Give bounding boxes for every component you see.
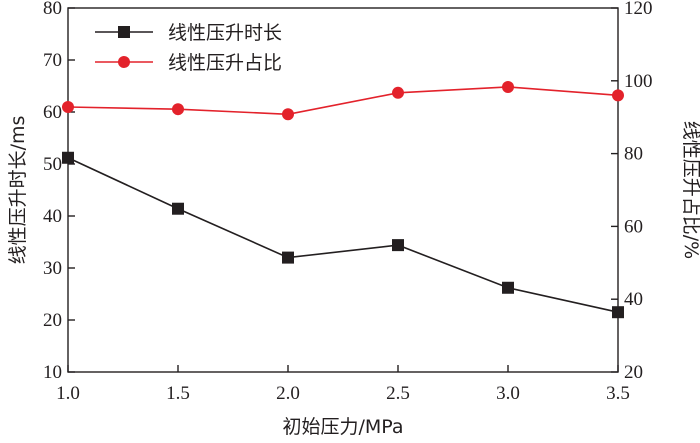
square-data-point bbox=[172, 202, 184, 215]
x-axis: 1.0 1.5 2.0 2.5 3.0 3.5 bbox=[56, 365, 630, 404]
left-y-tick-label: 20 bbox=[43, 310, 62, 331]
circle-data-point bbox=[282, 108, 294, 121]
legend-label: 线性压升占比 bbox=[168, 52, 282, 74]
plot-frame bbox=[67, 7, 619, 373]
x-tick-label: 3.0 bbox=[496, 383, 520, 404]
left-y-tick-label: 60 bbox=[43, 102, 62, 123]
square-data-point bbox=[392, 239, 404, 252]
square-data-point bbox=[62, 151, 74, 164]
square-data-point bbox=[282, 251, 294, 264]
series-1-line bbox=[67, 157, 619, 313]
legend-item-1: 线性压升时长 bbox=[95, 22, 282, 44]
square-data-point bbox=[612, 306, 624, 319]
left-y-axis: 10 20 30 40 50 60 70 80 bbox=[43, 0, 75, 383]
series-1 bbox=[62, 151, 624, 319]
left-y-tick-label: 30 bbox=[43, 258, 62, 279]
left-y-tick-label: 80 bbox=[43, 0, 62, 19]
circle-data-point bbox=[62, 101, 74, 114]
x-axis-title: 初始压力/MPa bbox=[282, 416, 403, 438]
x-tick-label: 1.5 bbox=[166, 383, 190, 404]
left-y-axis-title: 线性压升时长/ms bbox=[7, 116, 29, 265]
right-y-tick-label: 100 bbox=[624, 71, 653, 92]
x-tick-label: 2.0 bbox=[276, 383, 300, 404]
right-y-tick-label: 120 bbox=[624, 0, 653, 19]
plot-border bbox=[67, 7, 619, 373]
right-y-tick-label: 40 bbox=[624, 289, 643, 310]
circle-data-point bbox=[612, 89, 624, 102]
square-data-point bbox=[502, 281, 514, 294]
right-y-axis: 20 40 60 80 100 120 bbox=[611, 0, 653, 383]
x-tick-label: 1.0 bbox=[56, 383, 80, 404]
right-y-tick-label: 60 bbox=[624, 216, 643, 237]
left-y-tick-label: 40 bbox=[43, 206, 62, 227]
series-layer bbox=[62, 80, 624, 319]
circle-data-point bbox=[392, 86, 404, 99]
legend-square-marker bbox=[118, 26, 130, 38]
legend-item-2: 线性压升占比 bbox=[95, 52, 282, 74]
legend-circle-marker bbox=[118, 56, 130, 68]
left-y-tick-label: 10 bbox=[43, 362, 62, 383]
legend-label: 线性压升时长 bbox=[168, 22, 282, 44]
x-tick-label: 2.5 bbox=[386, 383, 410, 404]
x-tick-label: 3.5 bbox=[606, 383, 630, 404]
right-y-tick-label: 20 bbox=[624, 362, 643, 383]
circle-data-point bbox=[502, 80, 514, 93]
right-y-tick-label: 80 bbox=[624, 144, 643, 165]
series-2 bbox=[62, 80, 624, 121]
series-2-line bbox=[67, 86, 619, 116]
circle-data-point bbox=[172, 103, 184, 116]
left-y-tick-label: 50 bbox=[43, 154, 62, 175]
left-y-tick-label: 70 bbox=[43, 50, 62, 71]
right-y-axis-title: 线性压升占比/% bbox=[680, 121, 700, 259]
